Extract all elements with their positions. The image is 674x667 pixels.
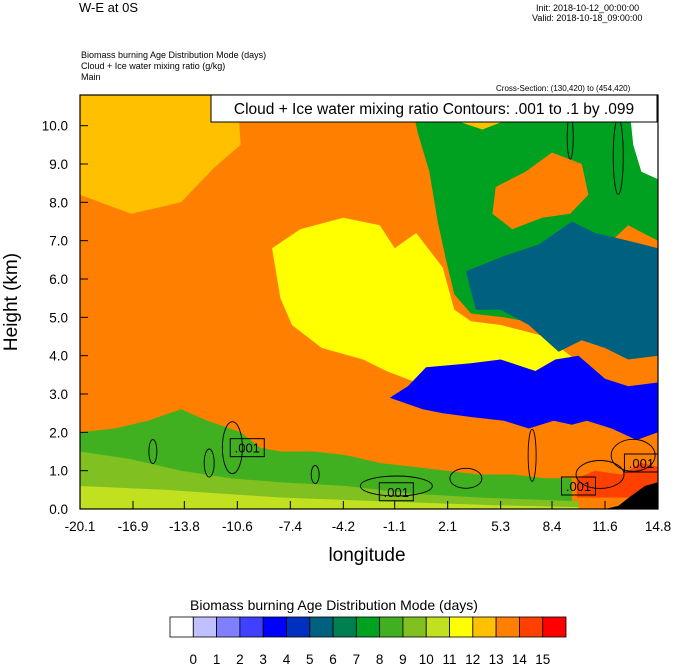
field-region-surface-yellowgreen	[80, 486, 579, 509]
y-tick-label: 0.0	[49, 502, 68, 517]
contour-info-label: Cloud + Ice water mixing ratio Contours:…	[234, 101, 634, 118]
cloud-contour	[310, 465, 320, 484]
y-tick-label: 8.0	[49, 195, 68, 210]
cloud-contour	[359, 475, 433, 497]
colorbar-swatch	[542, 616, 567, 638]
cloud-contour	[449, 467, 483, 489]
field-description-3: Main	[81, 72, 101, 82]
colorbar-label: 1	[213, 652, 221, 667]
colorbar-swatch	[425, 616, 450, 638]
colorbar-label: 7	[353, 652, 361, 667]
x-axis-label: longitude	[328, 545, 405, 566]
x-tick-label: -10.6	[222, 519, 253, 534]
terrain	[605, 482, 658, 509]
valid-time: Valid: 2018-10-18_09:00:00	[532, 13, 643, 23]
contour-value-label: .001	[629, 456, 654, 471]
contour-label-box	[561, 476, 597, 496]
x-tick-label: 5.3	[491, 519, 510, 534]
colorbar-label: 4	[283, 652, 291, 667]
plot-title: W-E at 0S	[79, 0, 139, 15]
x-tick-label: -16.9	[118, 519, 149, 534]
colorbar-swatch	[402, 616, 427, 638]
colorbar-swatch	[169, 616, 194, 638]
colorbar-swatch	[472, 616, 497, 638]
x-tick-label: -1.1	[383, 519, 406, 534]
x-tick-label: 8.4	[543, 519, 562, 534]
field-region-yellow	[272, 217, 576, 394]
field-region-orange-patch	[492, 152, 589, 230]
colorbar-label: 10	[419, 652, 434, 667]
colorbar-swatch	[519, 616, 544, 638]
colorbar-swatch	[309, 616, 334, 638]
contour-info-box	[210, 94, 658, 123]
contour-label-box	[229, 438, 265, 458]
colorbar-label: 3	[259, 652, 267, 667]
y-tick-label: 10.0	[42, 119, 68, 134]
colorbar-label: 6	[329, 652, 337, 667]
cloud-contour	[203, 448, 215, 478]
y-tick-label: 2.0	[49, 425, 68, 440]
cloud-contour	[221, 421, 243, 475]
cross-section-label: Cross-Section: (130,420) to (454,420)	[496, 84, 631, 93]
field-region-blue	[389, 355, 658, 440]
field-description-1: Biomass burning Age Distribution Mode (d…	[81, 50, 267, 60]
colorbar-label: 0	[190, 652, 198, 667]
cloud-contour	[527, 428, 537, 482]
y-tick-label: 3.0	[49, 387, 68, 402]
colorbar-swatch	[449, 616, 474, 638]
contour-value-label: .001	[384, 485, 409, 500]
colorbar-label: 14	[512, 652, 528, 667]
cloud-contour	[610, 438, 656, 472]
colorbar-swatch	[495, 616, 520, 638]
x-tick-label: -20.1	[65, 519, 96, 534]
x-tick-label: 2.1	[438, 519, 457, 534]
init-time: Init: 2018-10-12_00:00:00	[536, 3, 640, 13]
y-tick-label: 5.0	[49, 310, 68, 325]
x-tick-label: -4.2	[332, 519, 355, 534]
y-tick-label: 7.0	[49, 234, 68, 249]
colorbar-title: Biomass burning Age Distribution Mode (d…	[190, 597, 478, 613]
contour-label-box	[623, 453, 658, 473]
field-description-2: Cloud + Ice water mixing ratio (g/kg)	[81, 61, 226, 71]
colorbar-label: 2	[236, 652, 244, 667]
colorbar-label: 5	[306, 652, 314, 667]
colorbar-swatch	[262, 616, 287, 638]
x-tick-label: 11.6	[592, 519, 617, 534]
colorbar-label: 15	[535, 652, 550, 667]
colorbar-swatch	[239, 616, 264, 638]
x-tick-label: -13.8	[169, 519, 200, 534]
colorbar-label: 8	[376, 652, 384, 667]
colorbar-swatch	[286, 616, 311, 638]
y-tick-label: 6.0	[49, 272, 68, 287]
field-region-teal	[465, 221, 658, 360]
colorbar-label: 9	[399, 652, 407, 667]
colorbar-swatch	[379, 616, 404, 638]
colorbar-swatch	[355, 616, 381, 638]
plot-area: .001 .001 .001 .001	[80, 95, 658, 509]
x-tick-label: -7.4	[279, 519, 303, 534]
colorbar-swatch	[216, 616, 241, 638]
colorbar-swatch	[332, 616, 357, 638]
x-tick-label: 14.8	[645, 519, 671, 534]
colorbar-swatch	[192, 616, 217, 638]
cloud-contour	[575, 460, 625, 489]
y-tick-label: 1.0	[49, 464, 68, 479]
contour-label-box	[378, 482, 414, 502]
y-axis-label: Height (km)	[1, 253, 22, 351]
y-tick-label: 9.0	[49, 157, 68, 172]
field-region-light-orange	[80, 95, 241, 214]
colorbar-label: 11	[443, 652, 457, 667]
colorbar-label: 12	[465, 652, 480, 667]
y-tick-label: 4.0	[49, 349, 68, 364]
cloud-contour	[148, 439, 158, 464]
colorbar-label: 13	[489, 652, 504, 667]
contour-value-label: .001	[235, 441, 260, 456]
contour-value-label: .001	[566, 479, 591, 494]
